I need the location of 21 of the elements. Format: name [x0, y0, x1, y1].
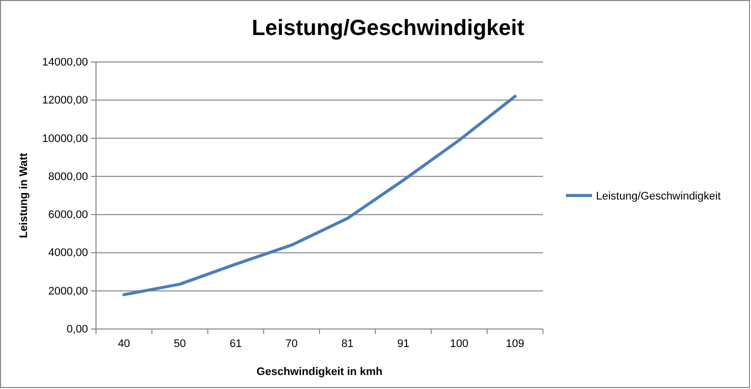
y-tick-label: 10000,00	[42, 132, 88, 145]
y-tick-label: 4000,00	[48, 247, 88, 260]
y-tick-label: 6000,00	[48, 209, 88, 222]
x-tick-label: 109	[506, 338, 524, 350]
x-tick-label: 100	[450, 338, 468, 350]
y-axis-title: Leistung in Watt	[18, 152, 30, 238]
x-tick-label: 40	[118, 338, 130, 350]
x-tick-label: 61	[230, 338, 242, 350]
y-tick-label: 8000,00	[48, 170, 88, 183]
legend-label: Leistung/Geschwindigkeit	[596, 190, 721, 202]
x-tick-label: 91	[397, 338, 410, 350]
x-tick-label: 81	[341, 338, 354, 350]
y-tick-label: 2000,00	[48, 285, 88, 298]
chart-title: Leistung/Geschwindigkeit	[252, 15, 525, 40]
line-series	[122, 94, 517, 296]
y-tick-label: 12000,00	[42, 94, 88, 107]
x-tick-label: 50	[174, 338, 186, 350]
x-tick-label: 70	[285, 338, 298, 350]
x-axis-title: Geschwindigkeit in kmh	[256, 366, 383, 378]
y-tick-label: 0,00	[66, 324, 88, 336]
y-tick-label: 14000,00	[42, 56, 88, 69]
